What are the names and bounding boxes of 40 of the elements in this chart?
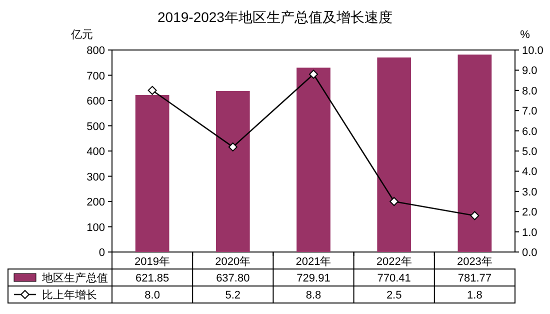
- chart-title: 2019-2023年地区生产总值及增长速度: [158, 9, 392, 25]
- data-label: 8.0: [144, 290, 160, 302]
- y-tick-label: 500: [86, 120, 105, 133]
- data-label: 621.85: [135, 272, 170, 284]
- data-label: 5.2: [225, 290, 241, 302]
- y2-tick-label: 8.0: [522, 85, 538, 98]
- y2-tick-label: 9.0: [522, 65, 538, 78]
- y2-tick-label: 10.0: [522, 45, 544, 57]
- x-tick-label: 2019年: [134, 256, 170, 268]
- y-tick-label: 0: [98, 247, 105, 259]
- x-tick-label: 2020年: [215, 256, 251, 268]
- y-tick-label: 100: [86, 222, 105, 234]
- data-label: 2.5: [386, 290, 402, 302]
- y2-tick-label: 2.0: [522, 206, 538, 219]
- y-tick-label: 700: [86, 70, 105, 82]
- y2-tick-label: 5.0: [522, 146, 538, 158]
- legend-label: 比上年增长: [42, 288, 97, 302]
- y2-tick-label: 4.0: [522, 166, 538, 178]
- y2-axis-title: %: [520, 29, 530, 41]
- data-label: 770.41: [377, 272, 411, 284]
- data-label: 781.77: [458, 272, 492, 284]
- x-tick-label: 2021年: [296, 256, 332, 268]
- y2-tick-label: 3.0: [522, 186, 538, 198]
- y-tick-label: 600: [86, 96, 105, 108]
- y-tick-label: 200: [86, 196, 105, 208]
- data-label: 637.80: [216, 272, 250, 284]
- y-tick-label: 400: [86, 146, 105, 158]
- y-axis-title: 亿元: [70, 29, 93, 41]
- legend-label: 地区生产总值: [41, 272, 108, 284]
- data-label: 729.91: [296, 272, 330, 284]
- y-tick-label: 300: [86, 171, 105, 184]
- data-label: 8.8: [306, 290, 322, 302]
- y2-tick-label: 7.0: [522, 106, 538, 118]
- y-tick-label: 800: [86, 45, 105, 57]
- data-label: 1.8: [467, 290, 482, 302]
- y2-tick-label: 6.0: [522, 126, 538, 138]
- x-tick-label: 2023年: [456, 256, 492, 268]
- y2-tick-label: 0.0: [522, 247, 538, 259]
- y2-tick-label: 1.0: [522, 226, 538, 239]
- x-tick-label: 2022年: [376, 256, 412, 268]
